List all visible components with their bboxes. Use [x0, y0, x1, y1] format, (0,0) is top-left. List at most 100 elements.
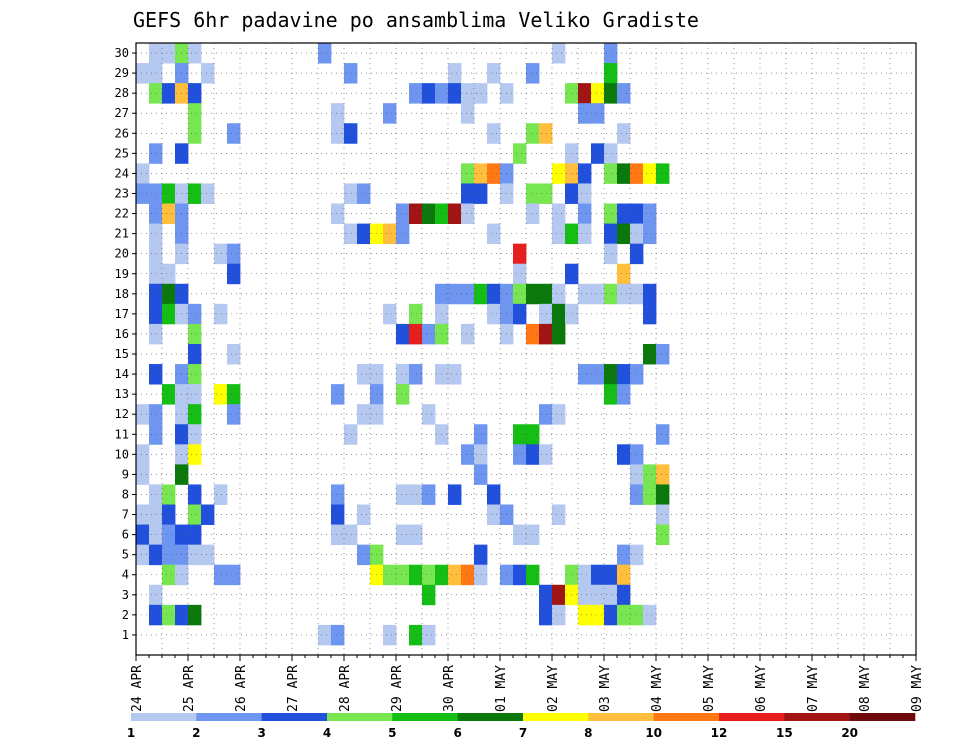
legend-swatch	[457, 713, 524, 721]
heatmap-cell	[604, 83, 618, 104]
heatmap-cell	[578, 103, 592, 124]
heatmap-cell	[539, 404, 553, 425]
heatmap-cell	[578, 203, 592, 224]
x-tick-label: 05 MAY	[702, 665, 717, 712]
heatmap-cell	[396, 323, 410, 345]
heatmap-cell	[617, 263, 631, 285]
heatmap-cell	[344, 63, 358, 84]
heatmap-cell	[487, 63, 501, 84]
heatmap-cell	[474, 444, 488, 465]
heatmap-cell	[461, 323, 475, 345]
heatmap-cell	[552, 584, 566, 606]
heatmap-cell	[188, 103, 202, 124]
heatmap-cell	[617, 544, 631, 566]
heatmap-cell	[344, 424, 358, 445]
heatmap-cell	[448, 283, 462, 305]
heatmap-cell	[396, 524, 410, 546]
heatmap-cell	[461, 163, 475, 184]
heatmap-cell	[617, 604, 631, 626]
legend-label: 12	[711, 726, 728, 740]
heatmap-cell	[188, 504, 202, 525]
heatmap-cell	[188, 424, 202, 445]
x-tick-label: 26 APR	[234, 665, 249, 712]
heatmap-cell	[188, 384, 202, 405]
heatmap-cell	[162, 203, 176, 224]
heatmap-cells	[136, 43, 670, 646]
heatmap-cell	[461, 83, 475, 104]
heatmap-cell	[591, 283, 605, 305]
heatmap-cell	[149, 323, 163, 345]
y-tick-label: 22	[115, 207, 129, 221]
x-tick-label: 29 APR	[390, 665, 405, 712]
heatmap-cell	[422, 323, 436, 345]
heatmap-cell	[578, 83, 592, 104]
heatmap-cell	[201, 63, 215, 84]
heatmap-cell	[162, 484, 176, 505]
y-tick-label: 28	[115, 86, 129, 100]
legend-label: 5	[388, 726, 396, 740]
heatmap-cell	[526, 444, 540, 465]
y-tick-label: 2	[122, 608, 129, 622]
y-tick-label: 6	[122, 528, 129, 542]
chart-title: GEFS 6hr padavine po ansamblima Veliko G…	[133, 8, 699, 32]
heatmap-cell	[188, 123, 202, 144]
heatmap-cell	[396, 484, 410, 505]
heatmap-cell	[526, 203, 540, 224]
heatmap-cell	[552, 504, 566, 525]
y-tick-label: 29	[115, 66, 129, 80]
heatmap-cell	[162, 183, 176, 204]
y-tick-label: 21	[115, 227, 129, 241]
heatmap-cell	[409, 484, 423, 505]
heatmap-cell	[136, 183, 150, 204]
heatmap-cell	[396, 564, 410, 586]
heatmap-cell	[357, 183, 371, 204]
heatmap-cell	[136, 504, 150, 525]
heatmap-cell	[591, 604, 605, 626]
heatmap-cell	[409, 624, 423, 646]
heatmap-cell	[149, 303, 163, 325]
heatmap-cell	[136, 444, 150, 465]
legend-label: 10	[645, 726, 662, 740]
heatmap-cell	[539, 283, 553, 305]
heatmap-cell	[409, 323, 423, 345]
heatmap-cell	[487, 223, 501, 245]
x-axis: 24 APR 25 APR 26 APR 27 APR 28 APR 29 APR 30 A…	[130, 655, 925, 712]
heatmap-cell	[409, 203, 423, 224]
y-tick-label: 7	[122, 508, 129, 522]
y-tick-label: 30	[115, 46, 129, 60]
heatmap-cell	[617, 384, 631, 405]
heatmap-cell	[513, 283, 527, 305]
heatmap-cell	[513, 263, 527, 285]
heatmap-cell	[344, 183, 358, 204]
heatmap-cell	[162, 83, 176, 104]
legend-label: 15	[776, 726, 793, 740]
heatmap-cell	[617, 444, 631, 465]
heatmap-cell	[552, 43, 566, 64]
heatmap-cell	[396, 384, 410, 405]
heatmap-cell	[201, 544, 215, 566]
heatmap-cell	[552, 163, 566, 184]
y-tick-label: 24	[115, 166, 129, 180]
heatmap-cell	[474, 464, 488, 485]
heatmap-cell	[591, 143, 605, 164]
heatmap-cell	[149, 263, 163, 285]
y-tick-label: 4	[122, 568, 129, 582]
heatmap-cell	[461, 283, 475, 305]
heatmap-cell	[188, 604, 202, 626]
heatmap-cell	[344, 223, 358, 245]
color-legend: 1 2 3 4 5 6 7 8 10 12 15 20	[127, 713, 916, 740]
heatmap-cell	[331, 384, 345, 405]
y-tick-label: 26	[115, 126, 129, 140]
heatmap-cell	[422, 624, 436, 646]
heatmap-cell	[526, 63, 540, 84]
heatmap-cell	[162, 564, 176, 586]
heatmap-cell	[383, 564, 397, 586]
heatmap-cell	[604, 243, 618, 265]
heatmap-cell	[513, 303, 527, 325]
heatmap-cell	[591, 584, 605, 606]
heatmap-cell	[188, 303, 202, 325]
legend-swatch	[261, 713, 328, 721]
y-tick-label: 25	[115, 146, 129, 160]
legend-swatch	[327, 713, 393, 721]
heatmap-cell	[188, 183, 202, 204]
